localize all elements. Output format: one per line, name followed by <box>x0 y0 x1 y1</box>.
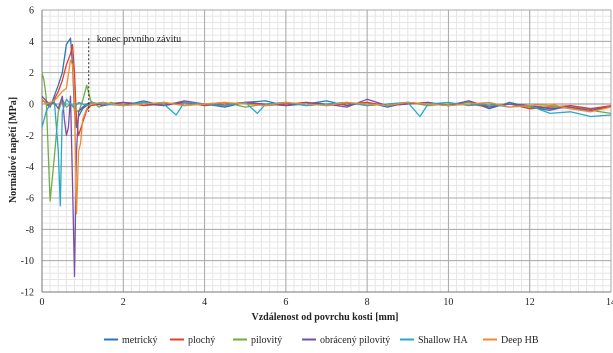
series-lines <box>41 37 612 277</box>
annotation: konec prvního závitu <box>88 34 181 112</box>
series-line <box>41 59 612 215</box>
series-line <box>41 98 612 207</box>
y-tick-label: 6 <box>29 6 34 17</box>
legend-label: Shallow HA <box>418 335 469 346</box>
series-line <box>41 95 612 277</box>
y-tick-label: -4 <box>26 162 34 173</box>
y-tick-label: 0 <box>29 100 34 111</box>
minor-gridlines <box>41 9 612 293</box>
x-tick-label: 0 <box>40 297 45 308</box>
y-axis-title: Normálové napětí [MPa] <box>8 97 19 203</box>
x-tick-label: 12 <box>525 297 535 308</box>
legend-label: obrácený pilovitý <box>320 335 390 346</box>
x-tick-label: 2 <box>121 297 126 308</box>
x-tick-label: 14 <box>606 297 613 308</box>
y-tick-labels: 6 4 2 0 -2 -4 -6 -8 -10 -12 <box>21 6 34 299</box>
x-tick-label: 4 <box>202 297 207 308</box>
y-tick-label: 4 <box>29 37 34 48</box>
y-tick-label: -6 <box>26 194 34 205</box>
legend: metrický plochý pilovitý obrácený pilovitý S… <box>104 335 539 346</box>
y-tick-label: -12 <box>21 288 34 299</box>
legend-label: plochý <box>188 335 215 346</box>
y-tick-label: 2 <box>29 68 34 79</box>
x-tick-label: 10 <box>443 297 453 308</box>
x-tick-labels: 0 2 4 6 8 10 12 14 <box>40 297 613 308</box>
y-tick-label: -2 <box>26 131 34 142</box>
y-tick-label: -8 <box>26 225 34 236</box>
y-tick-label: -10 <box>21 256 34 267</box>
legend-label: metrický <box>122 335 158 346</box>
x-tick-label: 6 <box>283 297 288 308</box>
x-axis-title: Vzdálenost od povrchu kosti [mm] <box>251 312 398 323</box>
x-tick-label: 8 <box>365 297 370 308</box>
legend-label: pilovitý <box>251 335 282 346</box>
annotation-label: konec prvního závitu <box>97 34 181 45</box>
legend-label: Deep HB <box>501 335 539 346</box>
